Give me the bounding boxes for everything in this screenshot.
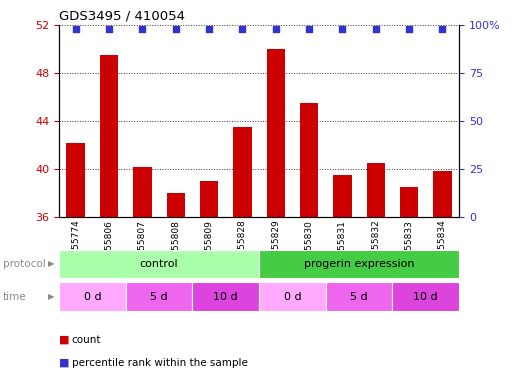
Point — [105, 26, 113, 32]
Text: 5 d: 5 d — [350, 291, 368, 302]
Point — [271, 26, 280, 32]
Bar — [133, 167, 151, 217]
Text: ■: ■ — [59, 358, 69, 368]
Text: time: time — [3, 291, 26, 302]
Bar — [367, 163, 385, 217]
Text: GDS3495 / 410054: GDS3495 / 410054 — [59, 10, 185, 23]
Bar — [200, 181, 218, 217]
Bar — [400, 187, 418, 217]
Text: count: count — [72, 335, 102, 345]
Bar — [433, 171, 451, 217]
Text: percentile rank within the sample: percentile rank within the sample — [72, 358, 248, 368]
Bar — [167, 193, 185, 217]
Bar — [59, 282, 126, 311]
Point — [205, 26, 213, 32]
Bar — [126, 282, 192, 311]
Point — [71, 26, 80, 32]
Point — [138, 26, 146, 32]
Text: 0 d: 0 d — [284, 291, 301, 302]
Bar — [267, 49, 285, 217]
Text: protocol: protocol — [3, 259, 45, 269]
Point — [338, 26, 346, 32]
Bar — [233, 127, 251, 217]
Bar — [59, 250, 259, 278]
Bar — [300, 103, 318, 217]
Point — [371, 26, 380, 32]
Bar — [192, 282, 259, 311]
Point — [238, 26, 246, 32]
Text: 0 d: 0 d — [84, 291, 101, 302]
Text: 10 d: 10 d — [213, 291, 238, 302]
Point — [438, 26, 446, 32]
Bar — [326, 282, 392, 311]
Text: ▶: ▶ — [48, 260, 54, 268]
Text: 10 d: 10 d — [413, 291, 438, 302]
Bar — [259, 282, 326, 311]
Point — [171, 26, 180, 32]
Text: control: control — [140, 259, 179, 269]
Text: 5 d: 5 d — [150, 291, 168, 302]
Bar — [259, 250, 459, 278]
Text: progerin expression: progerin expression — [304, 259, 415, 269]
Point — [405, 26, 413, 32]
Text: ▶: ▶ — [48, 292, 54, 301]
Bar — [67, 142, 85, 217]
Bar — [392, 282, 459, 311]
Point — [305, 26, 313, 32]
Text: ■: ■ — [59, 335, 69, 345]
Bar — [333, 175, 351, 217]
Bar — [100, 55, 118, 217]
